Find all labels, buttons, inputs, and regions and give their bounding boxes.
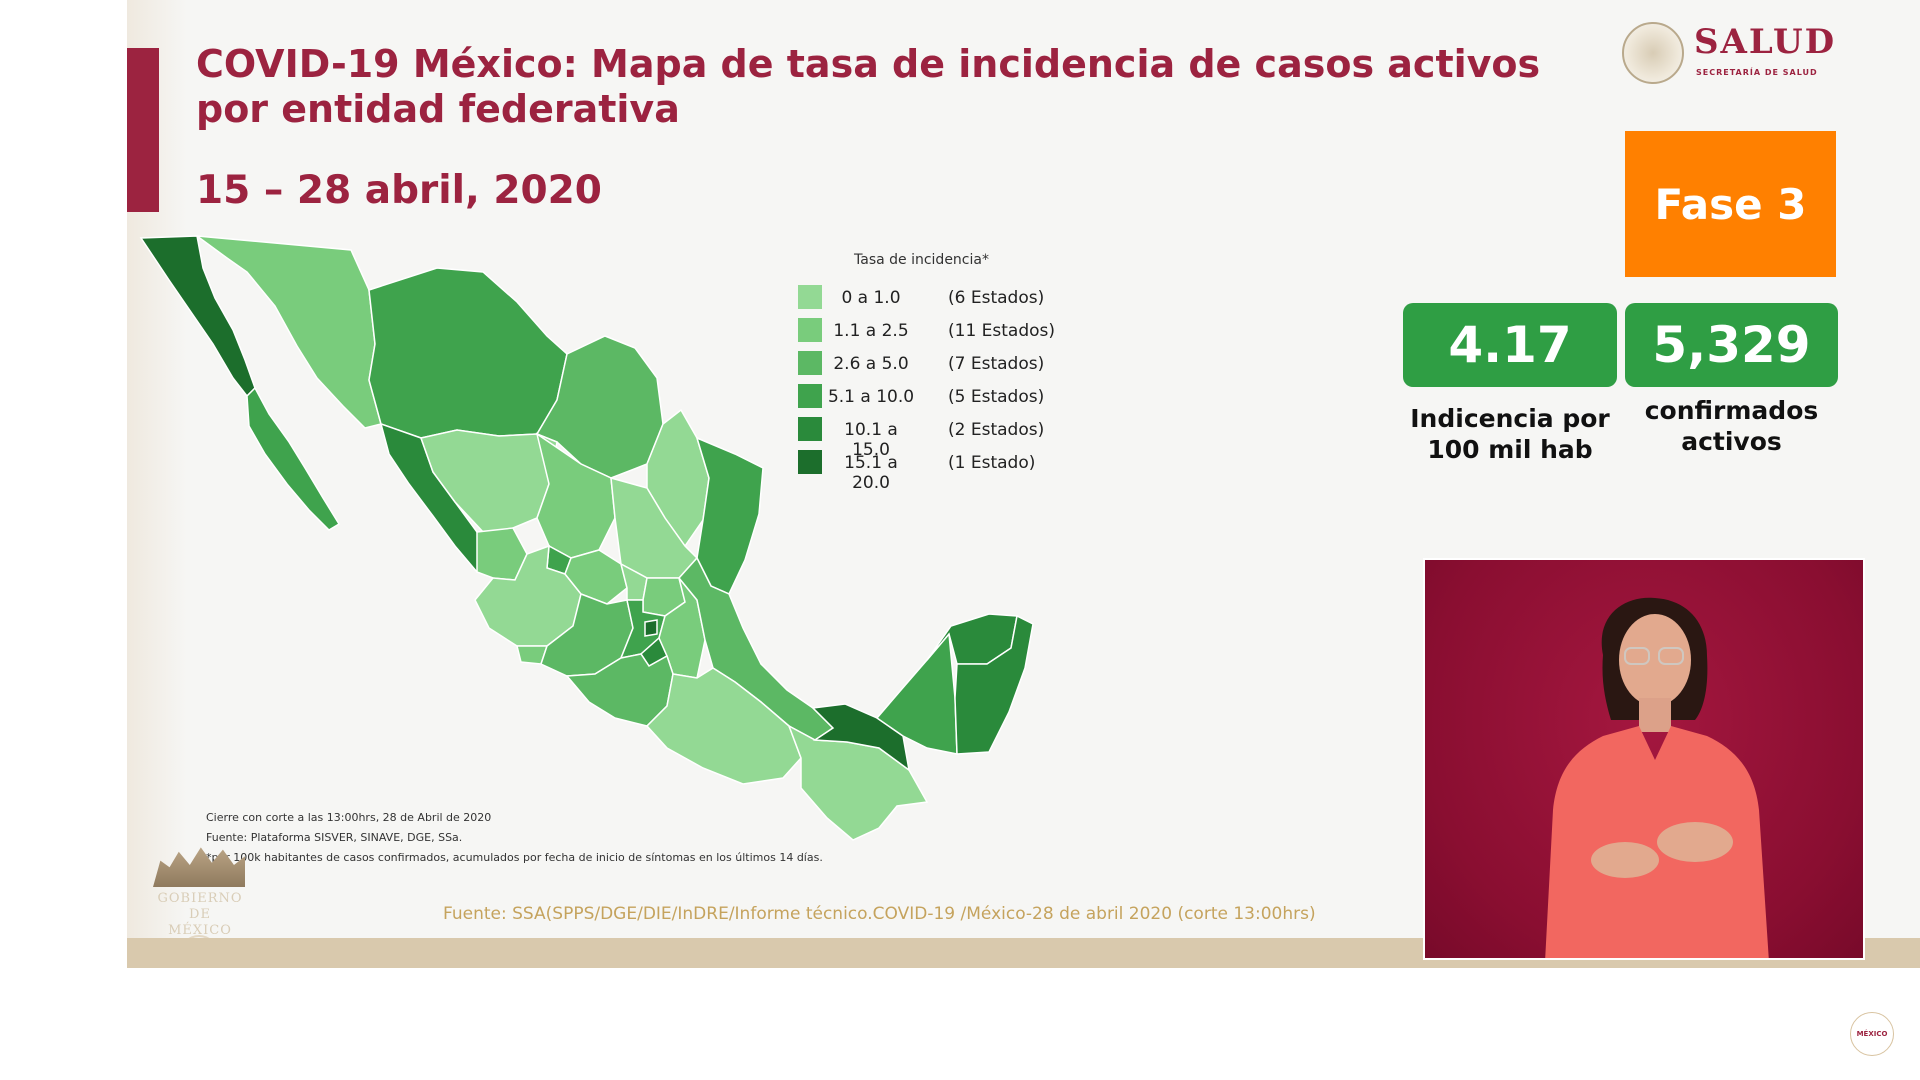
legend-swatch bbox=[798, 384, 822, 408]
interpreter-hand-right bbox=[1657, 822, 1733, 862]
legend-range: 5.1 a 10.0 bbox=[827, 387, 915, 407]
legend-range: 1.1 a 2.5 bbox=[833, 321, 909, 341]
legend-swatch bbox=[798, 417, 822, 441]
legend-count: (5 Estados) bbox=[948, 387, 1045, 407]
incidence-label-line2: 100 mil hab bbox=[1427, 435, 1593, 464]
corner-mexico-logo: MÉXICO bbox=[1850, 1012, 1894, 1056]
active-cases-label-line1: confirmados bbox=[1644, 396, 1819, 425]
mexico-incidence-map bbox=[139, 235, 1034, 841]
map-state-nuevo-leon bbox=[646, 408, 710, 548]
phase-label: Fase 3 bbox=[1654, 179, 1807, 229]
active-cases-label: confirmados activos bbox=[1625, 395, 1838, 457]
interpreter-figure bbox=[1545, 597, 1769, 958]
title-accent-bar bbox=[127, 48, 159, 212]
footnote-source: Fuente: Plataforma SISVER, SINAVE, DGE, … bbox=[206, 831, 463, 844]
national-seal-icon bbox=[1622, 22, 1684, 84]
page-title: COVID-19 México: Mapa de tasa de inciden… bbox=[196, 42, 1541, 131]
salud-logo: SALUD SECRETARÍA DE SALUD bbox=[1622, 22, 1852, 94]
heroes-silhouette-icon bbox=[153, 847, 245, 887]
map-state-cdmx bbox=[644, 619, 658, 637]
phase-badge: Fase 3 bbox=[1625, 131, 1836, 277]
map-state-tabasco bbox=[811, 703, 911, 772]
footnote-cutoff: Cierre con corte a las 13:00hrs, 28 de A… bbox=[206, 811, 492, 824]
salud-logo-subtitle: SECRETARÍA DE SALUD bbox=[1696, 68, 1818, 77]
map-state-quintana-roo bbox=[954, 614, 1034, 755]
legend-range: 15.1 a 20.0 bbox=[844, 453, 898, 493]
presentation-slide: COVID-19 México: Mapa de tasa de inciden… bbox=[127, 0, 1920, 968]
interpreter-neck bbox=[1639, 698, 1671, 732]
footnote-definition: *por 100k habitantes de casos confirmado… bbox=[206, 851, 823, 864]
salud-logo-text: SALUD bbox=[1694, 22, 1837, 62]
map-state-coahuila bbox=[535, 335, 664, 479]
legend-item: 5.1 a 10.0 (5 Estados) bbox=[798, 384, 1128, 408]
legend-count: (2 Estados) bbox=[948, 420, 1045, 440]
map-state-guanajuato bbox=[564, 549, 628, 605]
legend-swatch bbox=[798, 351, 822, 375]
legend-item: 2.6 a 5.0 (7 Estados) bbox=[798, 351, 1128, 375]
active-cases-stat-box: 5,329 bbox=[1625, 303, 1838, 387]
legend-item: 1.1 a 2.5 (11 Estados) bbox=[798, 318, 1128, 342]
incidence-label-line1: Indicencia por bbox=[1410, 404, 1610, 433]
interpreter-glasses-right bbox=[1658, 647, 1684, 665]
legend-range: 0 a 1.0 bbox=[841, 288, 901, 308]
legend-count: (7 Estados) bbox=[948, 354, 1045, 374]
map-state-tamaulipas bbox=[695, 436, 764, 595]
interpreter-hand-left bbox=[1591, 842, 1659, 878]
legend-count: (11 Estados) bbox=[948, 321, 1056, 341]
interpreter-face bbox=[1619, 614, 1691, 706]
legend-swatch bbox=[798, 450, 822, 474]
incidence-stat-box: 4.17 bbox=[1403, 303, 1617, 387]
legend-swatch bbox=[798, 318, 822, 342]
map-state-baja-california-sur bbox=[246, 386, 341, 531]
legend-count: (6 Estados) bbox=[948, 288, 1045, 308]
legend-swatch bbox=[798, 285, 822, 309]
gobierno-logo-line2: MÉXICO bbox=[168, 923, 232, 938]
source-citation: Fuente: SSA(SPPS/DGE/DIE/InDRE/Informe t… bbox=[443, 904, 1316, 924]
legend-item: 0 a 1.0 (6 Estados) bbox=[798, 285, 1128, 309]
map-state-chihuahua bbox=[368, 267, 568, 439]
legend-range: 10.1 a 15.0 bbox=[844, 420, 898, 460]
legend-count: (1 Estado) bbox=[948, 453, 1036, 473]
active-cases-label-line2: activos bbox=[1681, 427, 1782, 456]
gobierno-logo-text: GOBIERNO DE MÉXICO bbox=[147, 891, 253, 939]
map-footnotes: Cierre con corte a las 13:00hrs, 28 de A… bbox=[206, 808, 823, 868]
incidence-label: Indicencia por 100 mil hab bbox=[1403, 403, 1617, 465]
legend-item: 10.1 a 15.0 (2 Estados) bbox=[798, 417, 1128, 460]
sign-language-interpreter-video bbox=[1423, 558, 1865, 960]
legend-title: Tasa de incidencia* bbox=[854, 252, 989, 268]
interpreter-shirt bbox=[1545, 726, 1769, 958]
legend-item: 15.1 a 20.0 (1 Estado) bbox=[798, 450, 1128, 493]
active-cases-value: 5,329 bbox=[1652, 316, 1811, 374]
legend-range: 2.6 a 5.0 bbox=[833, 354, 909, 374]
gobierno-logo-line1: GOBIERNO DE bbox=[157, 891, 243, 922]
date-range: 15 – 28 abril, 2020 bbox=[196, 168, 602, 213]
interpreter-glasses bbox=[1624, 647, 1650, 665]
map-state-guerrero bbox=[565, 653, 674, 727]
map-state-oaxaca bbox=[645, 667, 802, 785]
incidence-value: 4.17 bbox=[1448, 316, 1572, 374]
